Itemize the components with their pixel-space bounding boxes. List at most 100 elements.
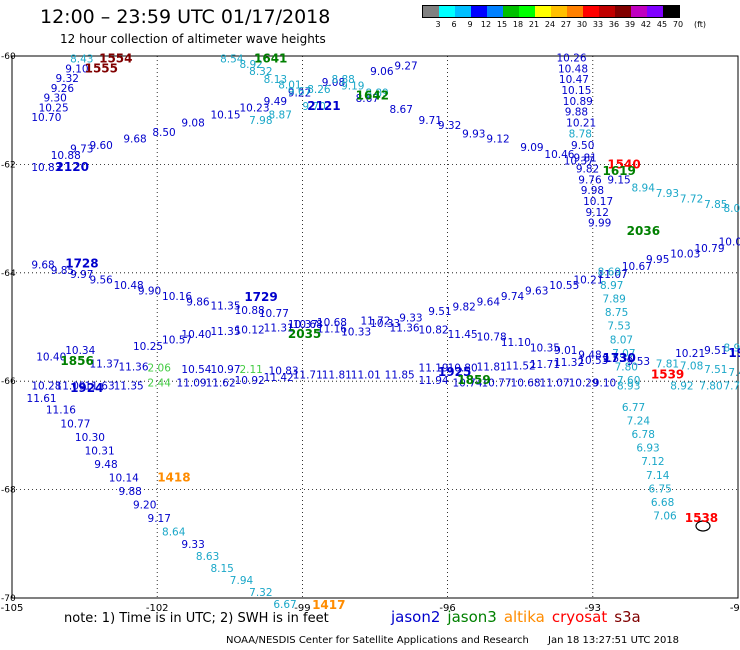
swh-value: 11.81 — [322, 369, 352, 381]
swh-value: 9.32 — [56, 73, 79, 85]
legend-label: 27 — [560, 20, 572, 29]
swh-value: 11.07 — [598, 269, 628, 281]
swh-value: 11.07 — [540, 378, 570, 390]
pass-time-label: 1926 — [728, 346, 740, 360]
swh-value: 10.53 — [578, 355, 608, 367]
swh-value: 7.07 — [612, 348, 635, 360]
swh-value: 9.95 — [646, 254, 669, 266]
swh-value: 7.89 — [602, 294, 625, 306]
swh-value: 9.63 — [525, 285, 548, 297]
legend-swatch — [583, 6, 599, 17]
swh-value: 7.80 — [699, 380, 722, 392]
swh-value: 9.08 — [322, 77, 345, 89]
swh-value: 9.32 — [438, 120, 461, 132]
swh-value: 8.87 — [269, 109, 292, 121]
swh-value: 8.78 — [569, 128, 592, 140]
swh-value: 11.32 — [554, 357, 584, 369]
legend-label: 24 — [544, 20, 556, 29]
swh-value: 7.93 — [656, 188, 679, 200]
swh-value: 9.68 — [123, 134, 146, 146]
swh-value: 10.37 — [288, 319, 318, 331]
satellite-jason3: jason3 — [447, 608, 497, 626]
swh-value: 9.82 — [576, 164, 599, 176]
swh-value: 9.27 — [394, 61, 417, 73]
swh-value: 11.36 — [118, 361, 148, 373]
swh-value: 10.79 — [694, 243, 724, 255]
swh-value: 2.06 — [148, 362, 172, 374]
swh-value: 9.50 — [571, 140, 594, 152]
swh-value: 10.21 — [573, 275, 603, 287]
longitude-tick-label: -93 — [585, 603, 601, 614]
swh-value: 7.85 — [704, 199, 727, 211]
legend-swatch — [455, 6, 471, 17]
swh-value: 10.48 — [114, 280, 144, 292]
swh-value: 8.15 — [210, 563, 233, 575]
swh-value: 10.40 — [181, 329, 211, 341]
swh-value: 8.54 — [220, 54, 244, 66]
satellite-s3a: s3a — [614, 608, 641, 626]
pass-time-label: 1859 — [457, 373, 490, 387]
legend-label: 70 — [672, 20, 684, 29]
swh-value: 11.81 — [477, 361, 507, 373]
swh-value: 11.94 — [419, 375, 449, 387]
pass-time-label: 2036 — [627, 224, 660, 238]
swh-value: 10.40 — [36, 352, 66, 364]
legend-swatch — [535, 6, 551, 17]
swh-value: 10.33 — [341, 327, 371, 339]
swh-value: 8.75 — [605, 307, 628, 319]
pass-time-label: 2121 — [307, 99, 340, 113]
swh-value: 8.63 — [196, 551, 219, 563]
swh-value: 10.89 — [563, 96, 593, 108]
swh-value: 7.51 — [704, 364, 727, 376]
pass-time-label: 1619 — [602, 164, 635, 178]
swh-value: 10.37 — [564, 155, 594, 167]
swh-value: 7.81 — [656, 359, 679, 371]
swh-value: 8.07 — [610, 334, 633, 346]
swh-value: 7.42 — [728, 367, 740, 379]
swh-value: 10.12 — [235, 325, 265, 337]
swh-value: 10.68 — [317, 317, 347, 329]
swh-value: 9.93 — [462, 128, 485, 140]
swh-value: 6.75 — [648, 483, 671, 495]
swh-value: 8.69 — [598, 267, 621, 279]
legend-color-bar — [422, 5, 680, 18]
swh-value: 10.46 — [544, 149, 574, 161]
map-subtitle: 12 hour collection of altimeter wave hei… — [60, 32, 326, 46]
swh-value: 8.97 — [600, 280, 623, 292]
pass-time-label: 1924 — [70, 381, 103, 395]
swh-value: 9.06 — [370, 66, 394, 78]
swh-value: 11.01 — [351, 369, 381, 381]
swh-value: 9.81 — [573, 153, 596, 165]
longitude-tick-label: -102 — [146, 603, 169, 614]
swh-value: 9.85 — [51, 265, 74, 277]
swh-value: 10.21 — [566, 117, 596, 129]
swh-value: 9.88 — [118, 486, 141, 498]
swh-value: 10.02 — [719, 237, 740, 249]
swh-value: 11.16 — [46, 405, 76, 417]
legend-swatch — [519, 6, 535, 17]
pass-time-label: 1554 — [99, 52, 132, 66]
swh-value: 10.14 — [109, 472, 139, 484]
swh-value: 2.44 — [148, 378, 172, 390]
swh-value: 9.12 — [486, 134, 509, 146]
swh-value: 10.15 — [210, 109, 240, 121]
swh-value: 10.83 — [31, 162, 61, 174]
map-title: 12:00 – 23:59 UTC 01/17/2018 — [40, 6, 331, 28]
swh-value: 10.68 — [511, 378, 541, 390]
color-legend: 3 6 9 12 15 18 21 24 27 30 33 36 39 42 45 70 (ft) — [422, 5, 706, 30]
swh-value: 10.21 — [675, 348, 705, 360]
swh-value: 10.77 — [259, 308, 289, 320]
map-frame — [11, 55, 739, 599]
swh-value: 10.70 — [31, 112, 61, 124]
swh-value: 9.90 — [138, 285, 161, 297]
legend-swatch — [423, 6, 439, 17]
swh-value: 10.34 — [65, 345, 95, 357]
swh-value: 11.10 — [501, 337, 531, 349]
pass-time-label: 2120 — [56, 160, 89, 174]
swh-value: 10.23 — [239, 102, 269, 114]
latitude-tick-label: -68 — [1, 486, 16, 496]
swh-value: 7.72 — [680, 193, 703, 205]
swh-value: 6.77 — [622, 402, 645, 414]
latitude-tick-label: -70 — [1, 594, 16, 604]
pass-time-label: 1555 — [85, 61, 118, 75]
